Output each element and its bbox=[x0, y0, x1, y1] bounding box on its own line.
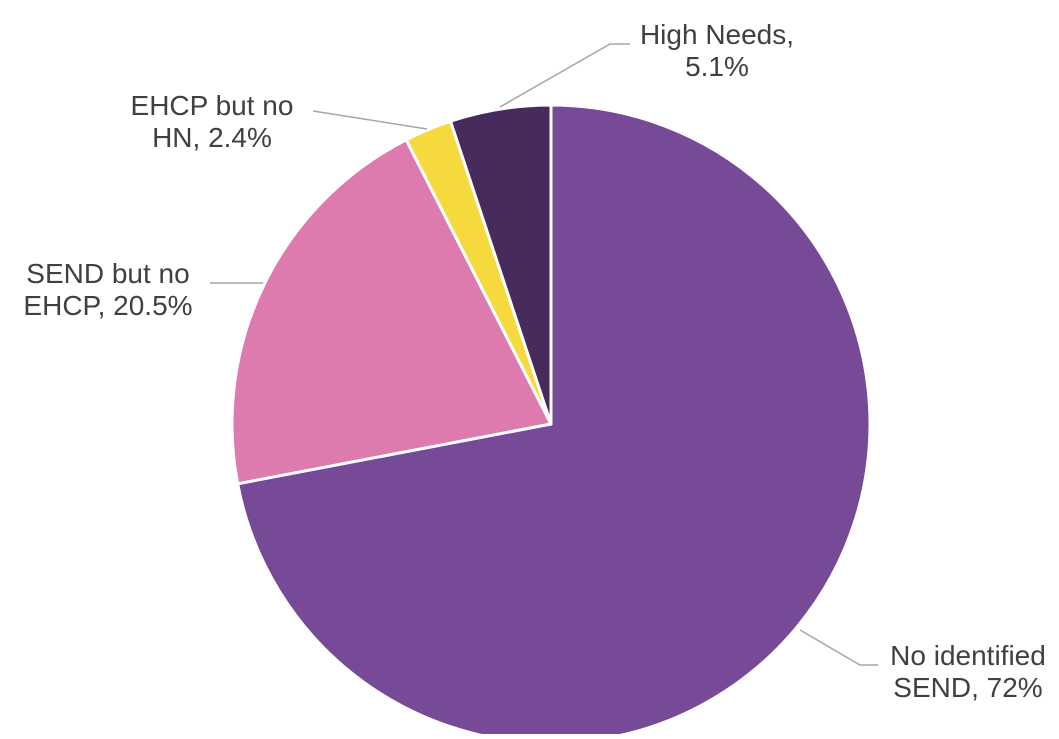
data-label-send-but-no-ehcp: SEND but no EHCP, 20.5% bbox=[23, 258, 192, 321]
data-label-line: EHCP, 20.5% bbox=[23, 290, 192, 321]
data-label-line: HN, 2.4% bbox=[152, 122, 272, 153]
data-label-line: High Needs, bbox=[640, 19, 794, 50]
slice-labels: No identified SEND, 72% SEND but no EHCP, 2… bbox=[23, 19, 1045, 703]
pie-slice-send-but-no-ehcp bbox=[230, 138, 553, 486]
data-label-ehcp-but-no-hn: EHCP but no HN, 2.4% bbox=[131, 90, 294, 153]
pie-slice-no-identified-send bbox=[236, 103, 872, 739]
data-label-high-needs: High Needs, 5.1% bbox=[640, 19, 794, 82]
data-label-line: No identified bbox=[890, 640, 1046, 671]
pie-slice-high-needs bbox=[449, 103, 553, 426]
leader-line-no-identified-send bbox=[799, 629, 878, 666]
pie-slices bbox=[230, 103, 872, 739]
data-label-line: EHCP but no bbox=[131, 90, 294, 121]
data-label-line: 5.1% bbox=[685, 51, 749, 82]
leader-line-high-needs bbox=[499, 43, 630, 108]
leader-lines bbox=[210, 43, 878, 666]
data-label-line: SEND but no bbox=[26, 258, 189, 289]
leader-line-ehcp-but-no-hn bbox=[312, 110, 428, 130]
data-label-line: SEND, 72% bbox=[893, 672, 1042, 703]
data-label-no-identified-send: No identified SEND, 72% bbox=[890, 640, 1046, 703]
